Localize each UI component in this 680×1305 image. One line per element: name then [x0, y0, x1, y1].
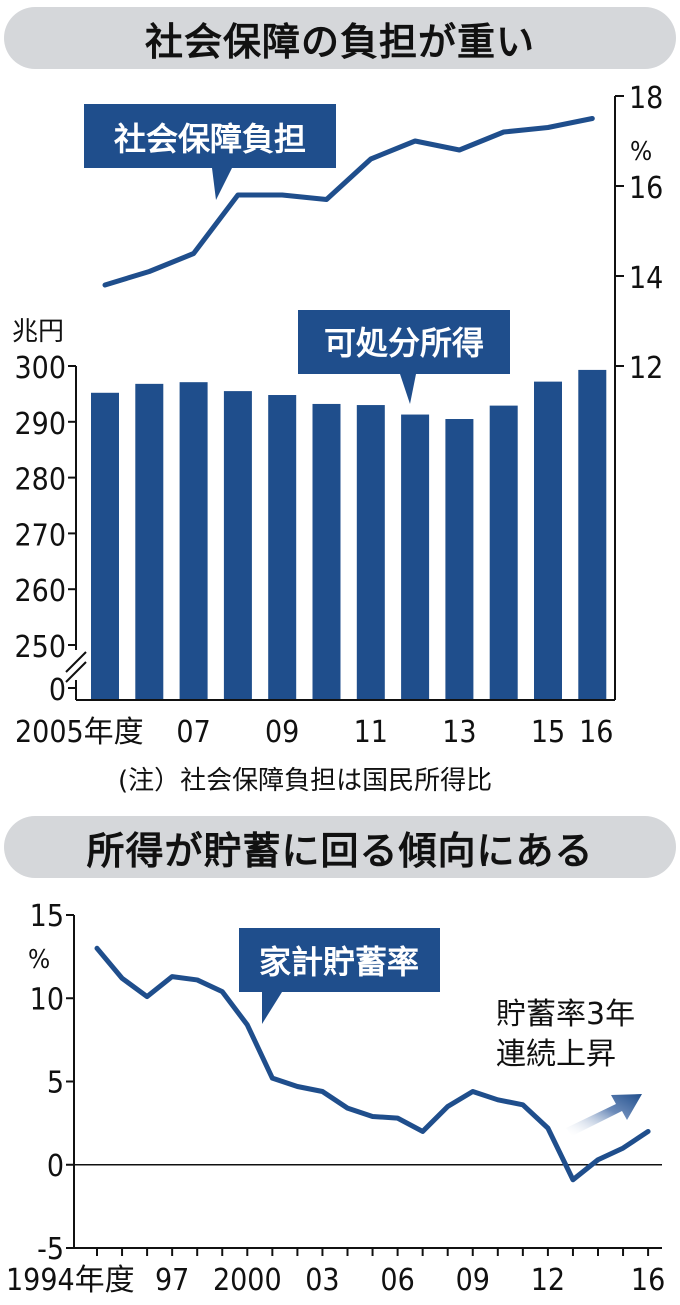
- x-tick-label-2000: 2000: [213, 1263, 282, 1298]
- x-tick-label-13: 13: [442, 715, 476, 750]
- savings-rate-line: [94, 945, 651, 1183]
- bar-2013: [445, 419, 474, 700]
- left-tick-label-280: 280: [14, 463, 66, 498]
- x-tick-label-2005年度: 2005年度: [15, 715, 144, 750]
- right-tick-label-14: 14: [629, 261, 663, 296]
- right-tick-label-12: 12: [629, 351, 663, 386]
- chart2-axes: -5 0 5 10 15% 1994年度 97 2000 03 06 09 12 16: [6, 899, 665, 1298]
- x-tick-label-07: 07: [176, 715, 210, 750]
- bar-2005: [91, 392, 119, 700]
- bar-2014: [489, 405, 518, 700]
- y-tick-label-5: 5: [47, 1066, 64, 1101]
- left-tick-label-270: 270: [14, 518, 66, 553]
- x-tick-label-09: 09: [456, 1263, 490, 1298]
- left-unit-label: 兆円: [12, 317, 64, 347]
- chart2-callouts: 家計貯蓄率: [239, 928, 642, 1136]
- bar-2009: [268, 395, 297, 700]
- y-tick-label-0: 0: [47, 1149, 64, 1184]
- x-tick-label-11: 11: [354, 715, 388, 750]
- x-tick-label-16: 16: [579, 715, 613, 750]
- bar-2015: [534, 381, 562, 700]
- annotation-line-2: 連続上昇: [496, 1037, 616, 1072]
- left-tick-label-290: 290: [14, 407, 66, 442]
- y-tick-label-15: 15: [30, 899, 64, 934]
- bar-2006: [135, 383, 164, 700]
- callout-social-security-label: 社会保障負担: [114, 120, 306, 158]
- callout-savings-label: 家計貯蓄率: [259, 943, 419, 981]
- x-tick-label-09: 09: [265, 715, 299, 750]
- bar-2008: [223, 391, 252, 700]
- x-tick-label-06: 06: [380, 1263, 414, 1298]
- y-tick-label-10: 10: [30, 982, 64, 1017]
- x-tick-label-12: 12: [531, 1263, 565, 1298]
- bar-2007: [179, 382, 208, 700]
- savings-rate-polyline: [94, 945, 651, 1183]
- disposable-income-bars: [91, 369, 607, 700]
- callout-income-label: 可処分所得: [324, 324, 484, 362]
- y-unit-label: %: [28, 945, 50, 975]
- right-unit-label: %: [630, 137, 652, 167]
- left-tick-label-250: 250: [14, 630, 66, 665]
- chart1-note: (注）社会保障負担は国民所得比: [118, 766, 493, 796]
- annotation-line-1: 貯蓄率3年: [496, 997, 636, 1032]
- x-tick-label-16: 16: [631, 1263, 665, 1298]
- chart2-annotation: 貯蓄率3年 連続上昇: [496, 995, 635, 1075]
- left-tick-label-0: 0: [49, 673, 66, 708]
- bar-2012: [401, 414, 430, 700]
- chart2-title: 所得が貯蓄に回る傾向にある: [4, 816, 676, 878]
- up-arrow: [566, 1094, 642, 1136]
- social-security-line: [102, 116, 595, 288]
- right-tick-label-16: 16: [629, 171, 663, 206]
- y-tick-label--5: -5: [37, 1232, 64, 1267]
- callout-income-box: [298, 310, 510, 404]
- left-tick-label-260: 260: [14, 574, 66, 609]
- x-tick-label-03: 03: [305, 1263, 339, 1298]
- bar-2016: [578, 369, 607, 700]
- chart1-axes: 300 290 280 270 260 250 0 兆円 12 14 16 18% 2005年度 07 09…: [12, 81, 663, 750]
- chart1-plot: 300 290 280 270 260 250 0 兆円 12 14 16 18% 2005年度 07 09…: [12, 81, 663, 750]
- callout-social-security-box: [84, 104, 336, 200]
- social-security-polyline: [102, 116, 595, 288]
- bar-2011: [356, 405, 385, 700]
- axis-break-1: [65, 651, 87, 673]
- x-tick-label-1994年度: 1994年度: [6, 1263, 135, 1298]
- x-tick-label-15: 15: [531, 715, 565, 750]
- left-tick-label-300: 300: [14, 351, 66, 386]
- bar-2010: [312, 403, 341, 700]
- x-tick-label-97: 97: [155, 1263, 189, 1298]
- axis-break-2: [65, 661, 87, 683]
- chart1-title: 社会保障の負担が重い: [4, 7, 676, 69]
- right-tick-label-18: 18: [629, 81, 663, 116]
- callout-savings-box: [239, 928, 440, 1024]
